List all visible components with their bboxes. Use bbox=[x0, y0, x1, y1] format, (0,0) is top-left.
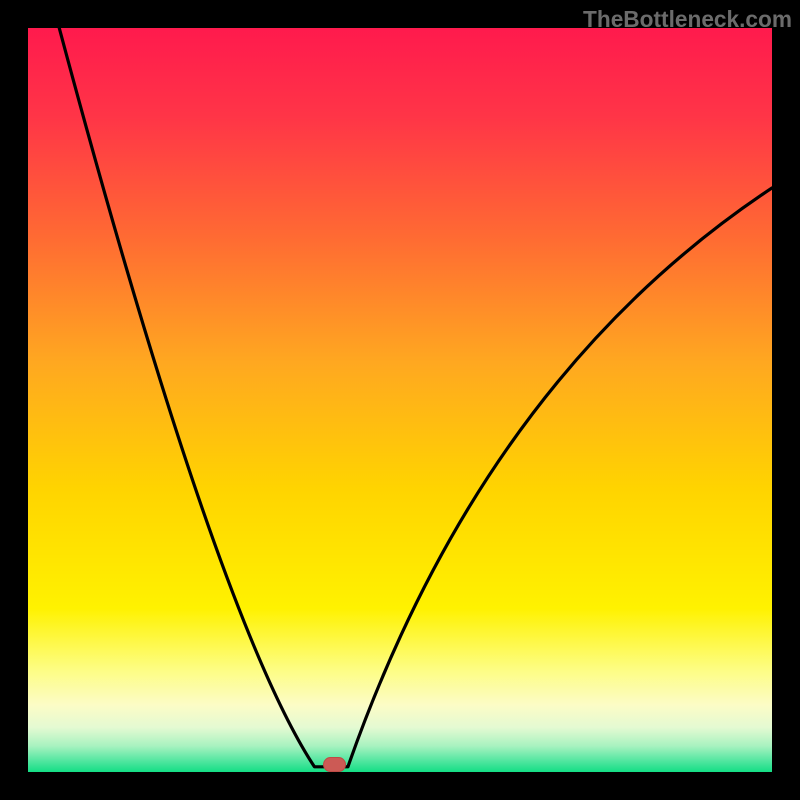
plot-area bbox=[28, 28, 772, 772]
watermark-text: TheBottleneck.com bbox=[583, 6, 792, 33]
figure-root: TheBottleneck.com bbox=[0, 0, 800, 800]
optimal-marker bbox=[28, 28, 772, 772]
